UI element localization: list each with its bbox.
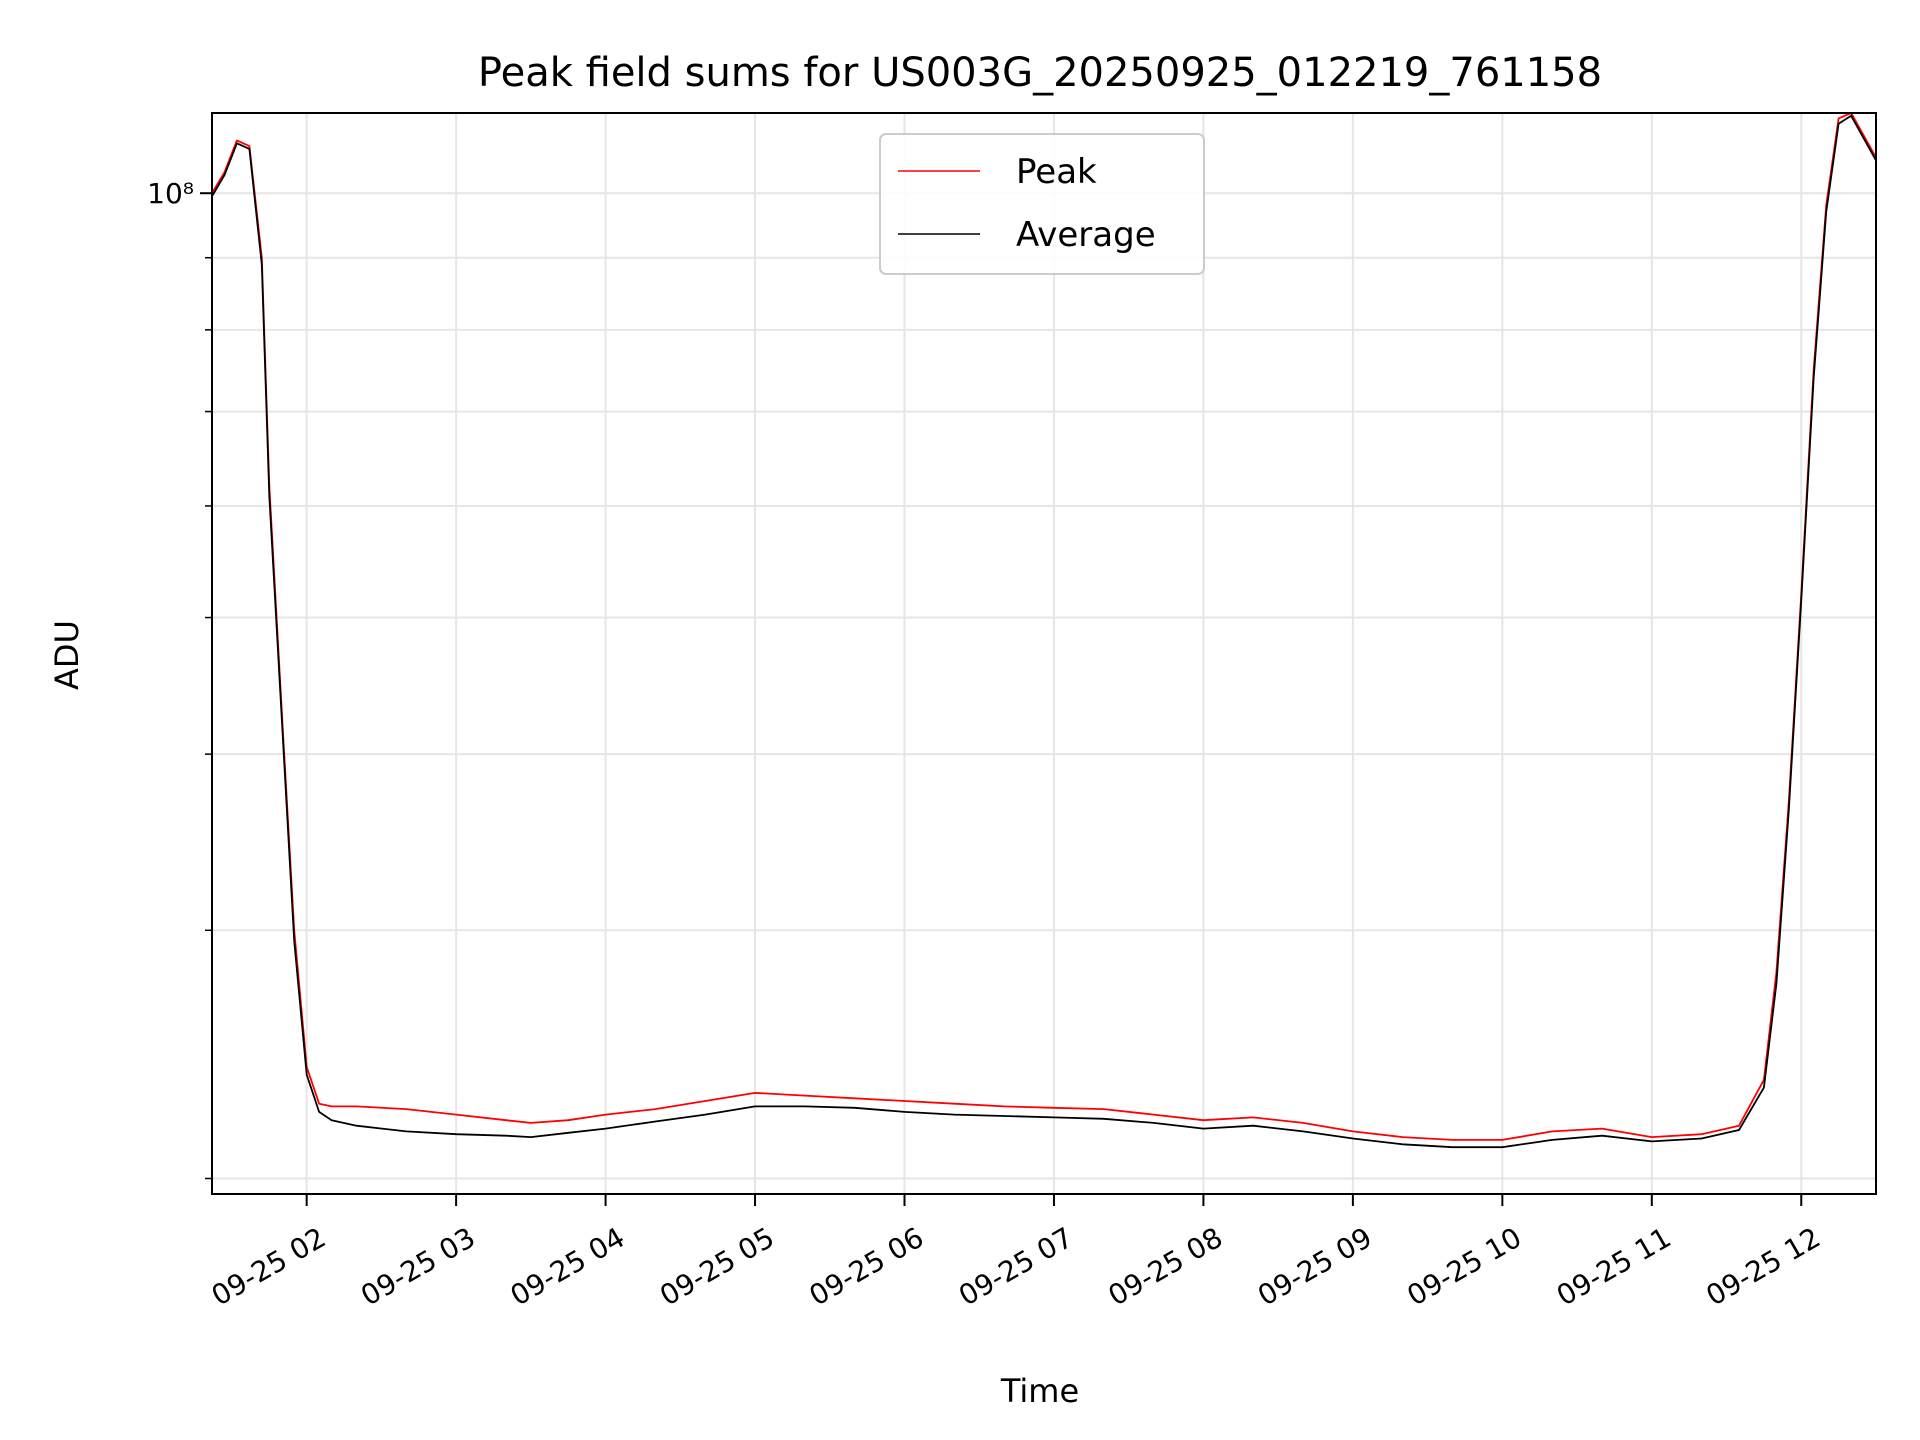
chart-title: Peak field sums for US003G_20250925_0122…: [478, 50, 1602, 96]
series-peak: [211, 112, 1877, 1141]
grid: [212, 113, 1876, 1194]
y-tick-label: 10⁸: [147, 177, 194, 210]
plot-frame: [211, 112, 1877, 1195]
legend-label-average: Average: [1016, 215, 1156, 255]
x-axis-title: Time: [1000, 1372, 1079, 1410]
legend-label-peak: Peak: [1016, 152, 1097, 192]
y-axis-title: ADU: [48, 620, 86, 690]
legend: Peak Average: [879, 133, 1205, 275]
series-layer: [211, 112, 1877, 1149]
legend-box: [879, 133, 1205, 275]
series-average: [211, 114, 1877, 1149]
